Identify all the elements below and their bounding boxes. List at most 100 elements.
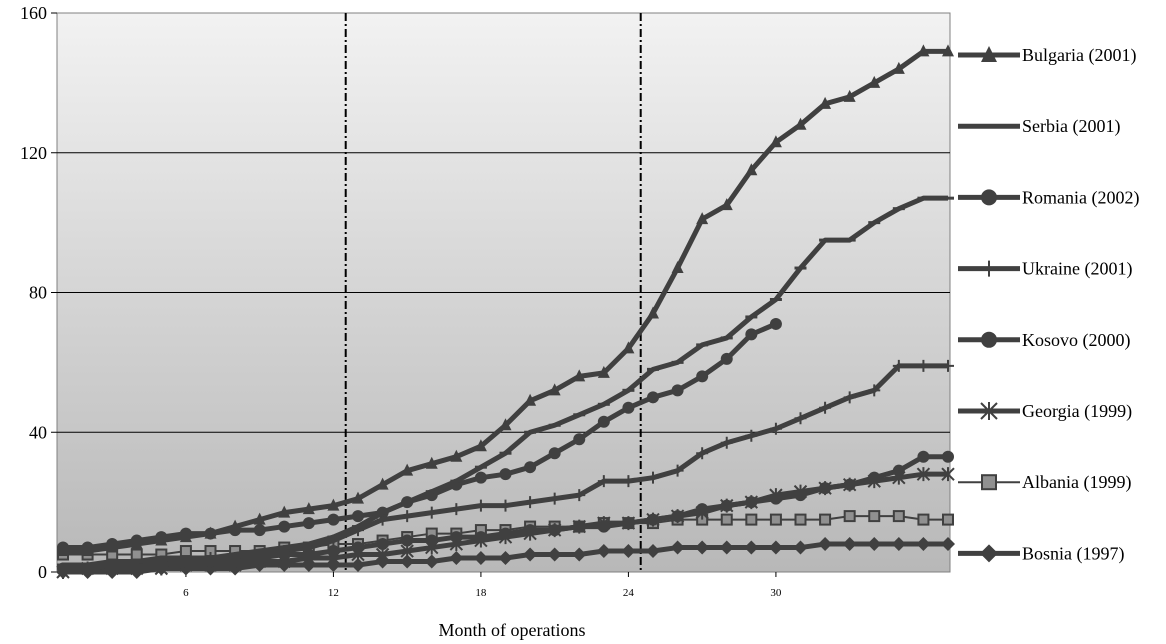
data-point bbox=[597, 365, 610, 378]
data-point bbox=[891, 537, 906, 552]
data-point bbox=[917, 359, 930, 372]
data-point bbox=[647, 471, 659, 484]
legend-marker bbox=[981, 474, 997, 491]
data-point bbox=[843, 510, 856, 523]
legend: Bulgaria (2001) Serbia (2001) Romania (200… bbox=[958, 45, 1139, 564]
data-point bbox=[376, 477, 389, 490]
data-point bbox=[130, 537, 143, 550]
data-point bbox=[769, 492, 782, 505]
legend-label: Serbia (2001) bbox=[1022, 116, 1120, 137]
data-point bbox=[794, 513, 807, 526]
legend-entry: Georgia (1999) bbox=[958, 401, 1132, 422]
data-point bbox=[278, 548, 291, 561]
data-point bbox=[942, 44, 954, 57]
data-point bbox=[253, 524, 266, 537]
data-point bbox=[548, 492, 561, 505]
data-point bbox=[106, 540, 119, 553]
data-point bbox=[942, 513, 954, 526]
data-point bbox=[720, 499, 733, 512]
data-point bbox=[449, 551, 464, 566]
legend-entry: Bulgaria (2001) bbox=[958, 45, 1136, 66]
data-point bbox=[696, 212, 709, 225]
data-point bbox=[524, 461, 537, 474]
y-axis-ticks: 0 40 80 120 160 bbox=[20, 3, 57, 582]
data-point bbox=[892, 510, 905, 523]
data-point bbox=[671, 384, 684, 397]
data-point bbox=[179, 545, 192, 558]
legend-label: Ukraine (2001) bbox=[1022, 259, 1132, 280]
data-point bbox=[720, 436, 733, 449]
data-point bbox=[424, 554, 439, 569]
data-point bbox=[720, 198, 733, 211]
data-point bbox=[843, 478, 856, 491]
data-point bbox=[473, 551, 488, 566]
data-point bbox=[548, 447, 561, 460]
data-point bbox=[867, 537, 882, 552]
y-tick-label: 40 bbox=[29, 422, 47, 442]
gridlines bbox=[57, 152, 950, 433]
data-point bbox=[917, 513, 930, 526]
data-point bbox=[745, 328, 758, 341]
data-point bbox=[622, 401, 635, 414]
y-tick-label: 0 bbox=[38, 562, 47, 582]
data-point bbox=[474, 471, 487, 484]
series-layer bbox=[56, 44, 955, 579]
legend-marker bbox=[980, 402, 998, 420]
data-point bbox=[646, 544, 660, 559]
data-point bbox=[647, 306, 659, 319]
data-point bbox=[130, 548, 143, 561]
data-point bbox=[671, 261, 684, 274]
data-point bbox=[573, 520, 586, 533]
data-point bbox=[745, 163, 758, 176]
legend-entry: Romania (2002) bbox=[958, 187, 1139, 208]
data-point bbox=[401, 534, 414, 547]
data-point bbox=[573, 489, 586, 502]
legend-entry: Serbia (2001) bbox=[958, 116, 1120, 137]
data-point bbox=[769, 317, 782, 330]
data-point bbox=[917, 44, 930, 57]
data-point bbox=[155, 559, 168, 572]
data-point bbox=[572, 547, 587, 562]
x-tick-label: 18 bbox=[475, 587, 487, 599]
data-point bbox=[278, 505, 291, 518]
data-point bbox=[425, 456, 438, 469]
data-point bbox=[696, 447, 709, 460]
x-tick-label: 24 bbox=[623, 587, 635, 599]
data-point bbox=[474, 499, 487, 512]
series-circle bbox=[57, 450, 954, 575]
data-point bbox=[401, 463, 414, 476]
x-tick-label: 6 bbox=[183, 587, 189, 599]
data-point bbox=[647, 391, 659, 404]
data-point bbox=[942, 359, 954, 372]
legend-label: Bulgaria (2001) bbox=[1022, 45, 1136, 66]
data-point bbox=[769, 135, 782, 148]
data-point bbox=[695, 540, 710, 555]
legend-label: Kosovo (2000) bbox=[1022, 330, 1131, 351]
data-point bbox=[253, 512, 266, 525]
data-point bbox=[278, 520, 291, 533]
legend-entry: Bosnia (1997) bbox=[958, 543, 1125, 564]
data-point bbox=[917, 450, 930, 463]
data-point bbox=[523, 547, 538, 562]
data-point bbox=[57, 544, 69, 557]
data-point bbox=[474, 439, 487, 452]
data-point bbox=[670, 540, 685, 555]
data-point bbox=[745, 513, 758, 526]
data-point bbox=[450, 503, 463, 516]
data-point bbox=[696, 370, 709, 383]
data-point bbox=[916, 537, 931, 552]
data-point bbox=[327, 513, 340, 526]
x-tick-label: 12 bbox=[328, 587, 339, 599]
legend-label: Albania (1999) bbox=[1022, 472, 1131, 493]
series-dash bbox=[57, 195, 954, 568]
data-point bbox=[499, 499, 512, 512]
data-point bbox=[498, 551, 513, 566]
data-point bbox=[622, 341, 635, 354]
data-point bbox=[548, 383, 561, 396]
data-point bbox=[352, 510, 364, 523]
x-tick-label: 30 bbox=[770, 587, 782, 599]
data-point bbox=[376, 513, 389, 526]
data-point bbox=[868, 510, 881, 523]
data-point bbox=[229, 519, 242, 532]
data-point bbox=[401, 510, 414, 523]
